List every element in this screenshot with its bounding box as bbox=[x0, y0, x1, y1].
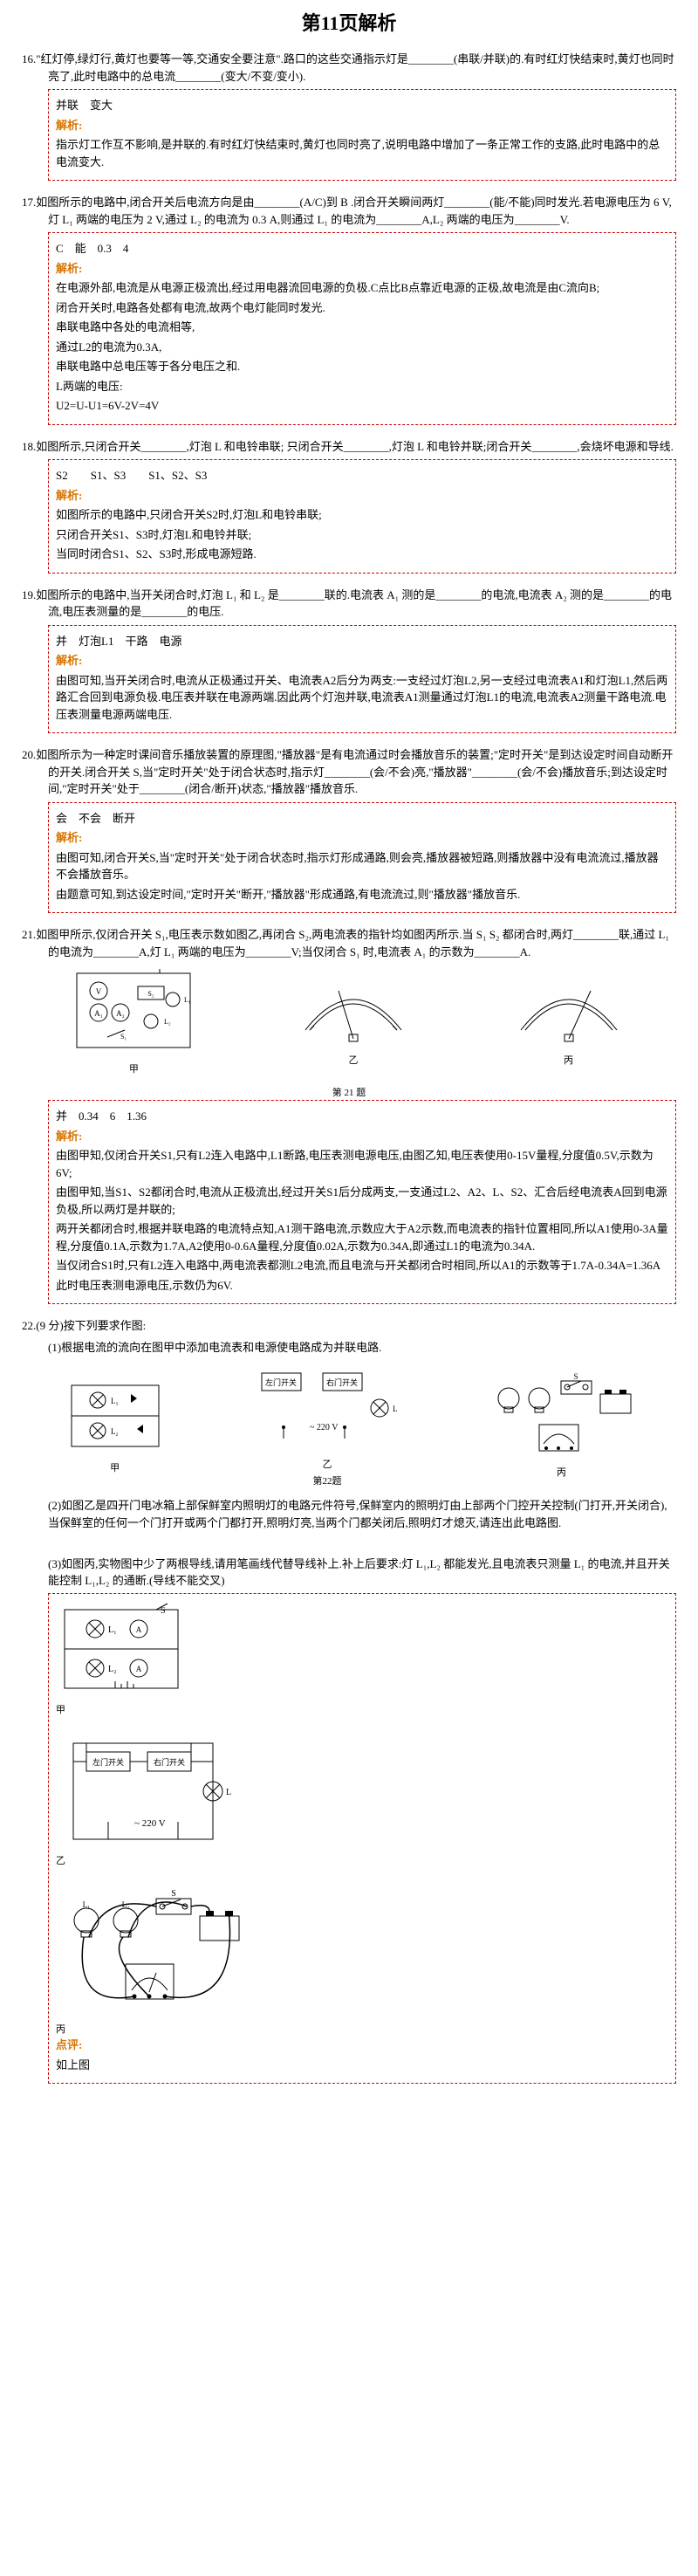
q17-text: 17.如图所示的电路中,闭合开关后电流方向是由________(A/C)到 B … bbox=[22, 194, 676, 228]
ans-jia-icon: L₁ A L₂ A S bbox=[56, 1601, 187, 1697]
circuit-jia-icon: V A₁ A₂ S₂ L₂ L₁ S₁ bbox=[72, 969, 195, 1056]
meter-bing-icon bbox=[512, 978, 626, 1048]
svg-text:S₂: S₂ bbox=[148, 990, 154, 998]
q21-fig-bing: 丙 bbox=[512, 978, 626, 1068]
q20-answer: 会 不会 断开 bbox=[56, 810, 668, 828]
svg-text:A₁: A₁ bbox=[95, 1009, 104, 1018]
circuit-jia-icon: L₁ L₂ bbox=[63, 1377, 168, 1455]
svg-text:L₂: L₂ bbox=[111, 1427, 119, 1436]
q16-answer-box: 并联 变大 解析: 指示灯工作互不影响,是并联的.有时红灯快结束时,黄灯也同时亮… bbox=[48, 89, 676, 181]
svg-text:S: S bbox=[161, 1606, 166, 1616]
q22-p3: (3)如图丙,实物图中少了两根导线,请用笔画线代替导线补上.补上后要求:灯 L₁… bbox=[22, 1556, 676, 1590]
analysis-label: 解析: bbox=[56, 652, 668, 670]
q22-answer-text: 如上图 bbox=[56, 2057, 668, 2074]
svg-text:右门开关: 右门开关 bbox=[326, 1377, 358, 1387]
svg-text:右门开关: 右门开关 bbox=[154, 1757, 185, 1767]
q22-p2b bbox=[22, 1535, 676, 1552]
q22-figures-1: L₁ L₂ 甲 左门开关 右门开关 L ~ 220 V bbox=[22, 1364, 676, 1488]
q21-answer-box: 并 0.34 6 1.36 解析: 由图甲知,仅闭合开关S1,只有L2连入电路中… bbox=[48, 1100, 676, 1304]
svg-text:L₁: L₁ bbox=[111, 1397, 119, 1405]
svg-text:V: V bbox=[96, 987, 102, 996]
question-22: 22.(9 分)按下列要求作图: (1)根据电流的流向在图甲中添加电流表和电源使… bbox=[22, 1317, 676, 2084]
q22-answer-box: L₁ A L₂ A S 甲 左门开关 右门开关 bbox=[48, 1593, 676, 2085]
svg-text:A: A bbox=[136, 1665, 142, 1673]
q21-answer: 并 0.34 6 1.36 bbox=[56, 1108, 668, 1125]
svg-text:S₁: S₁ bbox=[120, 1033, 127, 1041]
analysis-label: 解析: bbox=[56, 487, 668, 505]
q19-answer-box: 并 灯泡L1 干路 电源 解析: 由图可知,当开关闭合时,电流从正极通过开关、电… bbox=[48, 625, 676, 734]
q17-answer-box: C 能 0.3 4 解析: 在电源外部,电流是从电源正极流出,经过用电器流回电源… bbox=[48, 232, 676, 425]
ans-bing-icon: L₁ L₂ S bbox=[56, 1886, 248, 2016]
meter-yi-icon bbox=[297, 978, 410, 1048]
q18-text: 18.如图所示,只闭合开关________,灯泡 L 和电铃串联; 只闭合开关_… bbox=[22, 438, 676, 456]
q22-intro: 22.(9 分)按下列要求作图: bbox=[22, 1317, 676, 1335]
analysis-label: 解析: bbox=[56, 1128, 668, 1145]
q22-fig-bing: S 丙 bbox=[487, 1372, 635, 1480]
q19-answer: 并 灯泡L1 干路 电源 bbox=[56, 633, 668, 650]
svg-text:L₁: L₁ bbox=[83, 1900, 91, 1909]
q17-answer: C 能 0.3 4 bbox=[56, 240, 668, 258]
q22-p1: (1)根据电流的流向在图甲中添加电流表和电源使电路成为并联电路. bbox=[22, 1339, 676, 1357]
q21-fig-yi: 乙 bbox=[297, 978, 410, 1068]
svg-text:A₂: A₂ bbox=[117, 1009, 126, 1018]
svg-text:左门开关: 左门开关 bbox=[92, 1757, 124, 1767]
svg-text:L₁: L₁ bbox=[184, 996, 191, 1004]
circuit-bing-icon: S bbox=[487, 1372, 635, 1460]
page-title: 第11页解析 bbox=[22, 9, 676, 38]
q20-answer-box: 会 不会 断开 解析: 由图可知,闭合开关S,当"定时开关"处于闭合状态时,指示… bbox=[48, 802, 676, 914]
analysis-label: 解析: bbox=[56, 117, 668, 134]
analysis-label: 解析: bbox=[56, 260, 668, 278]
q21-figures: V A₁ A₂ S₂ L₂ L₁ S₁ 甲 乙 bbox=[22, 969, 676, 1077]
ans-yi-icon: 左门开关 右门开关 L ~ 220 V bbox=[56, 1735, 230, 1848]
question-17: 17.如图所示的电路中,闭合开关后电流方向是由________(A/C)到 B … bbox=[22, 194, 676, 425]
svg-text:S: S bbox=[574, 1372, 578, 1381]
circuit-yi-icon: 左门开关 右门开关 L ~ 220 V bbox=[249, 1364, 406, 1452]
question-16: 16."红灯停,绿灯行,黄灯也要等一等,交通安全要注意".路口的这些交通指示灯是… bbox=[22, 51, 676, 181]
svg-text:L₂: L₂ bbox=[164, 1018, 171, 1026]
q21-text: 21.如图甲所示,仅闭合开关 S₁,电压表示数如图乙,再闭合 S₂,两电流表的指… bbox=[22, 926, 676, 960]
question-18: 18.如图所示,只闭合开关________,灯泡 L 和电铃串联; 只闭合开关_… bbox=[22, 438, 676, 574]
svg-text:A: A bbox=[136, 1625, 142, 1634]
q18-answer-box: S2 S1、S3 S1、S2、S3 解析: 如图所示的电路中,只闭合开关S2时,… bbox=[48, 459, 676, 574]
q22-p2: (2)如图乙是四开门电冰箱上部保鲜室内照明灯的电路元件符号,保鲜室内的照明灯由上… bbox=[22, 1497, 676, 1531]
comment-label: 点评: bbox=[56, 2037, 668, 2054]
svg-text:左门开关: 左门开关 bbox=[265, 1377, 297, 1387]
q21-fig-jia: V A₁ A₂ S₂ L₂ L₁ S₁ 甲 bbox=[72, 969, 195, 1077]
question-20: 20.如图所示为一种定时课间音乐播放装置的原理图,"播放器"是有电流通过时会播放… bbox=[22, 746, 676, 913]
svg-text:L: L bbox=[226, 1788, 231, 1797]
q16-text: 16."红灯停,绿灯行,黄灯也要等一等,交通安全要注意".路口的这些交通指示灯是… bbox=[22, 51, 676, 85]
q18-answer: S2 S1、S3 S1、S2、S3 bbox=[56, 467, 668, 484]
q20-text: 20.如图所示为一种定时课间音乐播放装置的原理图,"播放器"是有电流通过时会播放… bbox=[22, 746, 676, 798]
q16-explain: 指示灯工作互不影响,是并联的.有时红灯快结束时,黄灯也同时亮了,说明电路中增加了… bbox=[56, 136, 668, 170]
question-19: 19.如图所示的电路中,当开关闭合时,灯泡 L₁ 和 L₂ 是________联… bbox=[22, 587, 676, 734]
svg-text:S: S bbox=[171, 1889, 176, 1899]
analysis-label: 解析: bbox=[56, 829, 668, 847]
q22-fig-jia: L₁ L₂ 甲 bbox=[63, 1377, 168, 1476]
q19-text: 19.如图所示的电路中,当开关闭合时,灯泡 L₁ 和 L₂ 是________联… bbox=[22, 587, 676, 621]
q22-ans-yi: 左门开关 右门开关 L ~ 220 V 乙 bbox=[56, 1735, 668, 1869]
q22-ans-bing: L₁ L₂ S 丙 bbox=[56, 1886, 668, 2037]
svg-text:L₂: L₂ bbox=[108, 1665, 117, 1674]
question-21: 21.如图甲所示,仅闭合开关 S₁,电压表示数如图乙,再闭合 S₂,两电流表的指… bbox=[22, 926, 676, 1304]
q16-answer: 并联 变大 bbox=[56, 97, 668, 114]
svg-text:~ 220 V: ~ 220 V bbox=[310, 1423, 339, 1432]
svg-text:L₁: L₁ bbox=[108, 1625, 117, 1635]
svg-text:L: L bbox=[393, 1405, 398, 1413]
q22-fig-yi: 左门开关 右门开关 L ~ 220 V 乙 第22题 bbox=[249, 1364, 406, 1488]
svg-text:~ 220 V: ~ 220 V bbox=[134, 1818, 166, 1829]
q22-ans-jia: L₁ A L₂ A S 甲 bbox=[56, 1601, 668, 1718]
